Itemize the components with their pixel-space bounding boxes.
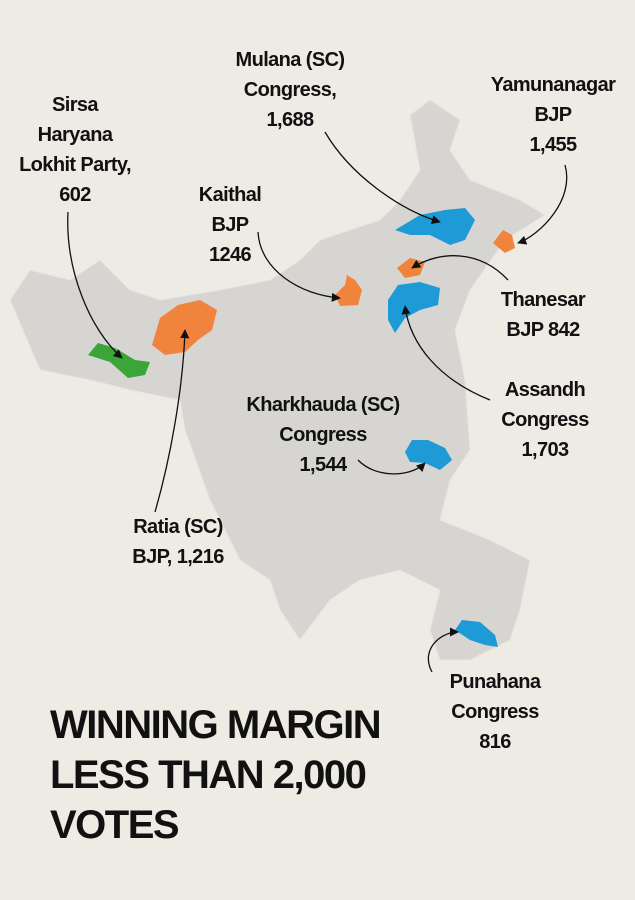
mulana bbox=[395, 208, 475, 245]
label-sirsa: Sirsa Haryana Lokhit Party, 602 bbox=[19, 90, 131, 210]
label-line: BJP 842 bbox=[506, 319, 580, 341]
label-assandh: Assandh Congress 1,703 bbox=[501, 375, 589, 465]
label-line: 1,544 bbox=[299, 454, 347, 476]
ratia bbox=[152, 300, 217, 355]
label-line: 1246 bbox=[208, 244, 252, 266]
leader bbox=[517, 164, 568, 245]
label-punahana: Punahana Congress 816 bbox=[450, 667, 541, 757]
label-line: 1,703 bbox=[521, 439, 569, 461]
label-line: BJP, 1,216 bbox=[132, 546, 224, 568]
label-line: WINNING MARGIN bbox=[50, 703, 382, 747]
title: WINNING MARGIN LESS THAN 2,000 VOTES bbox=[50, 700, 382, 850]
leader bbox=[324, 131, 441, 225]
leader bbox=[357, 459, 426, 475]
label-line: Ratia (SC) bbox=[133, 516, 223, 538]
label-line: Kaithal bbox=[198, 184, 262, 206]
leader bbox=[67, 211, 123, 359]
label-line: 602 bbox=[59, 184, 91, 206]
label-line: Assandh bbox=[504, 379, 586, 401]
label-line: Congress bbox=[451, 701, 539, 723]
label-line: Lokhit Party, bbox=[19, 154, 131, 176]
label-mulana: Mulana (SC) Congress, 1,688 bbox=[235, 45, 346, 135]
kharkhauda bbox=[405, 440, 452, 470]
label-line: 1,688 bbox=[266, 109, 314, 131]
punahana bbox=[455, 620, 498, 647]
label-line: Punahana bbox=[449, 671, 541, 693]
label-line: BJP bbox=[534, 104, 572, 126]
state-outline bbox=[9, 99, 546, 661]
label-ratia: Ratia (SC) BJP, 1,216 bbox=[132, 512, 224, 572]
label-line: Congress bbox=[501, 409, 589, 431]
label-line: 816 bbox=[479, 731, 511, 753]
label-line: 1,455 bbox=[529, 134, 577, 156]
kaithal bbox=[335, 275, 362, 306]
yamunanagar bbox=[493, 230, 515, 253]
label-kaithal: Kaithal BJP 1246 bbox=[198, 180, 262, 270]
label-line: Sirsa bbox=[52, 94, 99, 116]
label-line: Congress bbox=[279, 424, 367, 446]
label-line: VOTES bbox=[50, 803, 180, 847]
leader bbox=[257, 231, 341, 302]
label-line: Yamunanagar bbox=[490, 74, 616, 96]
leader bbox=[427, 627, 459, 673]
assandh bbox=[388, 282, 440, 333]
leader bbox=[401, 305, 491, 401]
leader bbox=[154, 329, 190, 513]
label-line: Congress, bbox=[243, 79, 337, 101]
label-line: Haryana bbox=[37, 124, 113, 146]
label-line: BJP bbox=[211, 214, 249, 236]
label-line: Mulana (SC) bbox=[235, 49, 346, 71]
label-thanesar: Thanesar BJP 842 bbox=[500, 285, 586, 345]
leader bbox=[411, 255, 509, 281]
label-yamunanagar: Yamunanagar BJP 1,455 bbox=[491, 70, 616, 160]
label-kharkhauda: Kharkhauda (SC) Congress 1,544 bbox=[246, 390, 400, 480]
label-line: Thanesar bbox=[500, 289, 586, 311]
sirsa bbox=[88, 343, 150, 378]
leaders bbox=[67, 131, 568, 673]
label-line: Kharkhauda (SC) bbox=[246, 394, 400, 416]
label-line: LESS THAN 2,000 bbox=[50, 753, 367, 797]
